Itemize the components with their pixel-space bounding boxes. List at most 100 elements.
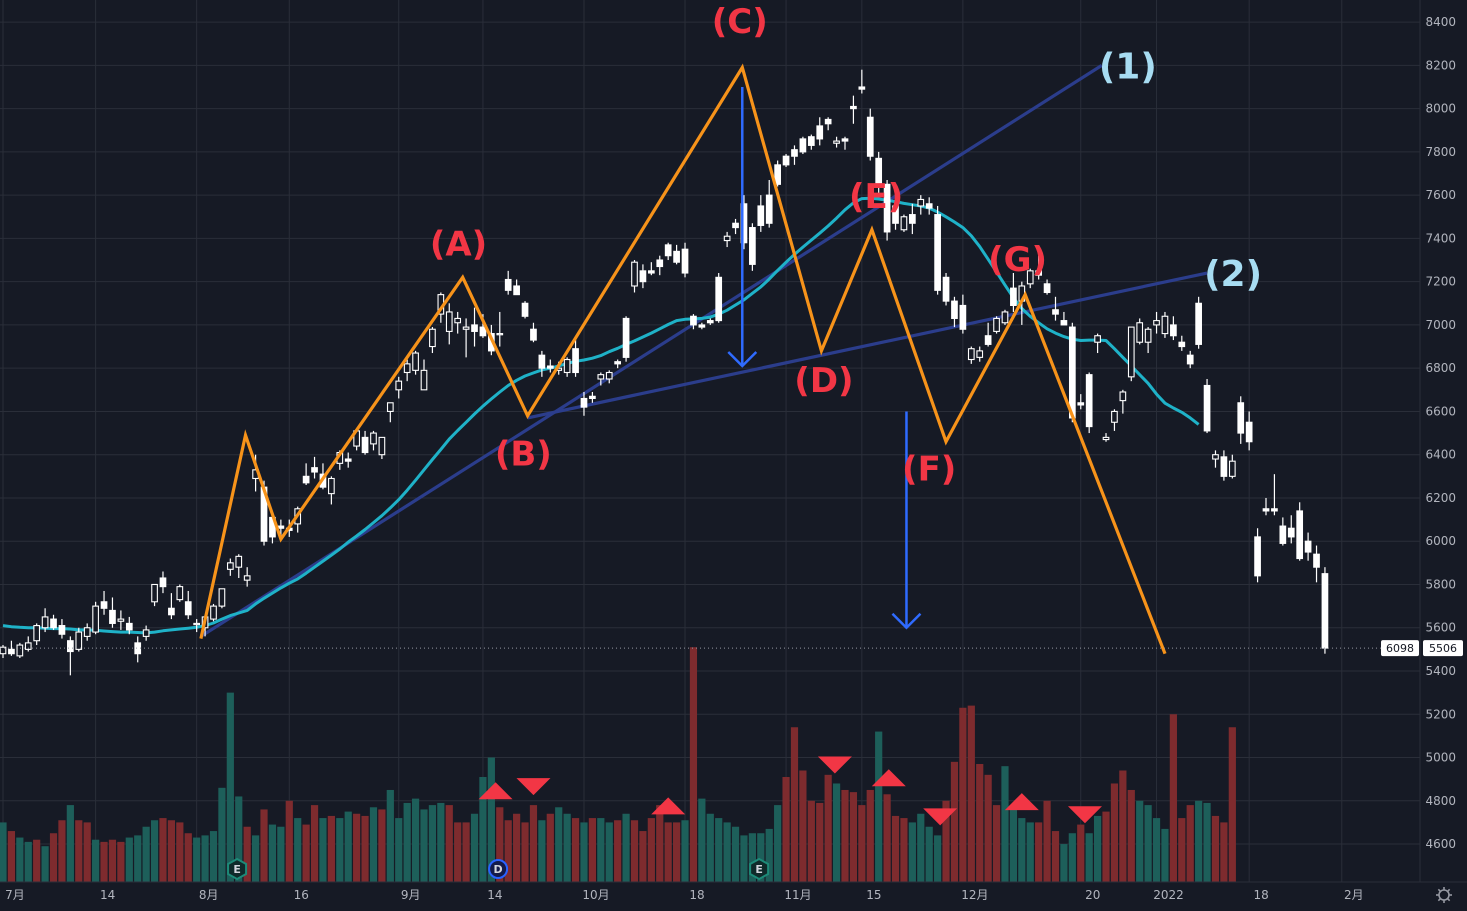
- volume-bar: [252, 835, 260, 882]
- volume-bar: [428, 805, 437, 882]
- volume-bar: [58, 820, 66, 882]
- candle: [1186, 350, 1194, 369]
- candle-body: [757, 205, 765, 226]
- volume-bar: [774, 805, 782, 882]
- candle: [984, 322, 992, 347]
- volume-bar: [731, 826, 740, 882]
- volume-bar: [243, 826, 251, 882]
- time-tick-label: 2022: [1153, 888, 1184, 902]
- candle-body: [563, 358, 571, 374]
- candle: [159, 571, 167, 594]
- candle: [1043, 279, 1051, 295]
- volume-bar: [824, 774, 832, 882]
- candle: [631, 260, 638, 293]
- candle: [412, 350, 419, 375]
- candle-body: [1279, 525, 1287, 544]
- volume-bar: [673, 822, 681, 882]
- candle-body: [386, 402, 394, 412]
- candle-body: [1262, 508, 1270, 512]
- price-tick-label: 7400: [1425, 231, 1456, 245]
- event-badge[interactable]: E: [227, 857, 248, 881]
- candle: [471, 307, 478, 347]
- candle: [67, 636, 74, 676]
- candle-body: [1136, 322, 1144, 343]
- candle-body: [1245, 421, 1253, 443]
- candle: [917, 195, 925, 215]
- volume-bar: [75, 820, 83, 882]
- event-badge[interactable]: E: [749, 857, 770, 881]
- candle: [92, 601, 99, 635]
- volume-bar: [967, 705, 975, 882]
- candle-body: [664, 244, 672, 257]
- candle: [235, 554, 243, 578]
- candle: [647, 262, 655, 276]
- candle-body: [698, 324, 706, 328]
- volume-bar: [942, 800, 950, 882]
- candle-body: [1228, 460, 1236, 477]
- candle-body: [824, 118, 832, 125]
- event-badge[interactable]: D: [488, 859, 509, 879]
- time-tick-label: 7月: [5, 888, 25, 902]
- volume-bar: [1144, 805, 1152, 882]
- price-tick-label: 5800: [1425, 577, 1456, 591]
- volume-bar: [193, 837, 201, 882]
- volume-bar: [336, 818, 344, 882]
- candle-body: [370, 432, 377, 445]
- settings-gear-icon[interactable]: [1436, 887, 1452, 903]
- volume-bar: [134, 835, 142, 882]
- volume-bar: [1001, 766, 1009, 882]
- candle: [1304, 532, 1312, 561]
- wave-labels: (1) (2) (A) (B) (C) (D) (E) (F) (G): [430, 2, 1262, 490]
- volume-bar: [209, 831, 218, 882]
- candle-body: [1085, 374, 1093, 428]
- candle-body: [1178, 341, 1186, 348]
- volume-bar: [167, 820, 175, 882]
- volume-bar: [849, 792, 858, 882]
- signal-arrow-up: [651, 797, 686, 815]
- wave-label: (F): [902, 450, 956, 490]
- candle: [302, 463, 310, 485]
- candle-body: [1052, 309, 1059, 315]
- candle: [344, 452, 352, 468]
- volume-bar: [698, 798, 706, 882]
- candle-body: [951, 300, 958, 319]
- volume-bar: [976, 764, 984, 882]
- price-tick-label: 6600: [1425, 404, 1456, 418]
- candle: [1178, 335, 1186, 351]
- candle: [513, 279, 520, 296]
- candle: [866, 108, 874, 161]
- candle-body: [976, 350, 984, 358]
- candle-body: [749, 227, 756, 265]
- candle: [1094, 333, 1101, 354]
- candle-body: [1195, 302, 1202, 345]
- candle: [967, 346, 975, 364]
- wave-label: (G): [988, 240, 1047, 280]
- candle: [1296, 502, 1304, 561]
- time-tick-label: 9月: [401, 888, 421, 902]
- candle-body: [462, 326, 470, 330]
- volume-bar: [622, 813, 630, 882]
- price-tick-label: 5200: [1425, 707, 1456, 721]
- candle-body: [8, 648, 15, 655]
- candle-body: [732, 222, 739, 229]
- candle-body: [967, 348, 975, 361]
- volume-bar: [201, 835, 209, 882]
- price-tick-label: 5400: [1425, 664, 1456, 678]
- candle: [1026, 268, 1034, 289]
- candle-body: [33, 625, 41, 642]
- time-tick-label: 18: [689, 888, 704, 902]
- candle-body: [984, 335, 992, 345]
- volume-bar: [302, 824, 310, 882]
- candle-body: [243, 575, 251, 581]
- candle: [16, 642, 24, 659]
- candle: [243, 567, 251, 587]
- candle: [546, 359, 554, 373]
- signal-arrow-down: [516, 778, 551, 796]
- volume-bar: [614, 820, 622, 882]
- volume-bar: [1228, 727, 1236, 882]
